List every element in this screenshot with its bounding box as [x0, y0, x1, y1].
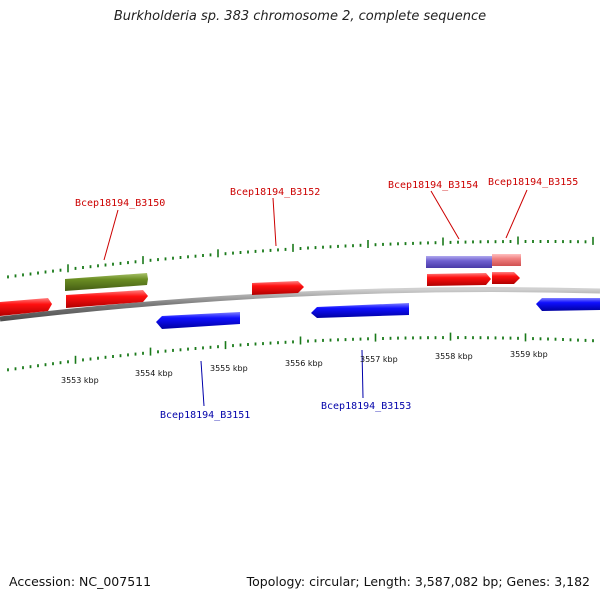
gene-feature-bar: [492, 254, 521, 266]
gene-forward-arrow: [66, 290, 148, 308]
label-leader-line: [430, 190, 460, 240]
gene-feature-bar: [426, 256, 492, 268]
scale-tick-label: 3559 kbp: [510, 350, 548, 359]
gene-forward-arrow: [427, 273, 491, 286]
accession-text: Accession: NC_007511: [9, 574, 152, 589]
scale-tick-label: 3554 kbp: [135, 369, 173, 378]
label-leader-line: [505, 189, 528, 239]
genome-backbone: [0, 287, 600, 322]
label-leader-line: [361, 349, 364, 399]
gene-rna-arrow: [65, 273, 148, 291]
label-leader-line: [272, 197, 277, 247]
map-title: Burkholderia sp. 383 chromosome 2, compl…: [113, 9, 487, 24]
inner-tick-row: [7, 332, 594, 372]
gene-reverse-arrow: [311, 303, 409, 318]
gene-label-b3153: Bcep18194_B3153: [321, 401, 411, 412]
gene-label-b3150: Bcep18194_B3150: [75, 198, 165, 209]
gene-label-b3154: Bcep18194_B3154: [388, 180, 478, 191]
gene-forward-arrow: [252, 281, 304, 295]
scale-tick-label: 3556 kbp: [285, 359, 323, 368]
topology-summary: Topology: circular; Length: 3,587,082 bp…: [246, 574, 590, 589]
scale-tick-label: 3558 kbp: [435, 352, 473, 361]
scale-tick-label: 3557 kbp: [360, 355, 398, 364]
label-leader-line: [200, 360, 205, 407]
gene-forward-arrow: [0, 298, 52, 316]
gene-forward-arrow: [492, 272, 520, 284]
outer-tick-row: [7, 236, 594, 279]
label-leader-line: [103, 209, 119, 261]
scale-tick-label: 3555 kbp: [210, 364, 248, 373]
gene-label-b3152: Bcep18194_B3152: [230, 187, 320, 198]
gene-label-b3151: Bcep18194_B3151: [160, 410, 250, 421]
gene-label-b3155: Bcep18194_B3155: [488, 177, 578, 188]
scale-tick-label: 3553 kbp: [61, 376, 99, 385]
gene-reverse-arrow: [156, 312, 240, 329]
gene-reverse-arrow: [536, 298, 600, 311]
